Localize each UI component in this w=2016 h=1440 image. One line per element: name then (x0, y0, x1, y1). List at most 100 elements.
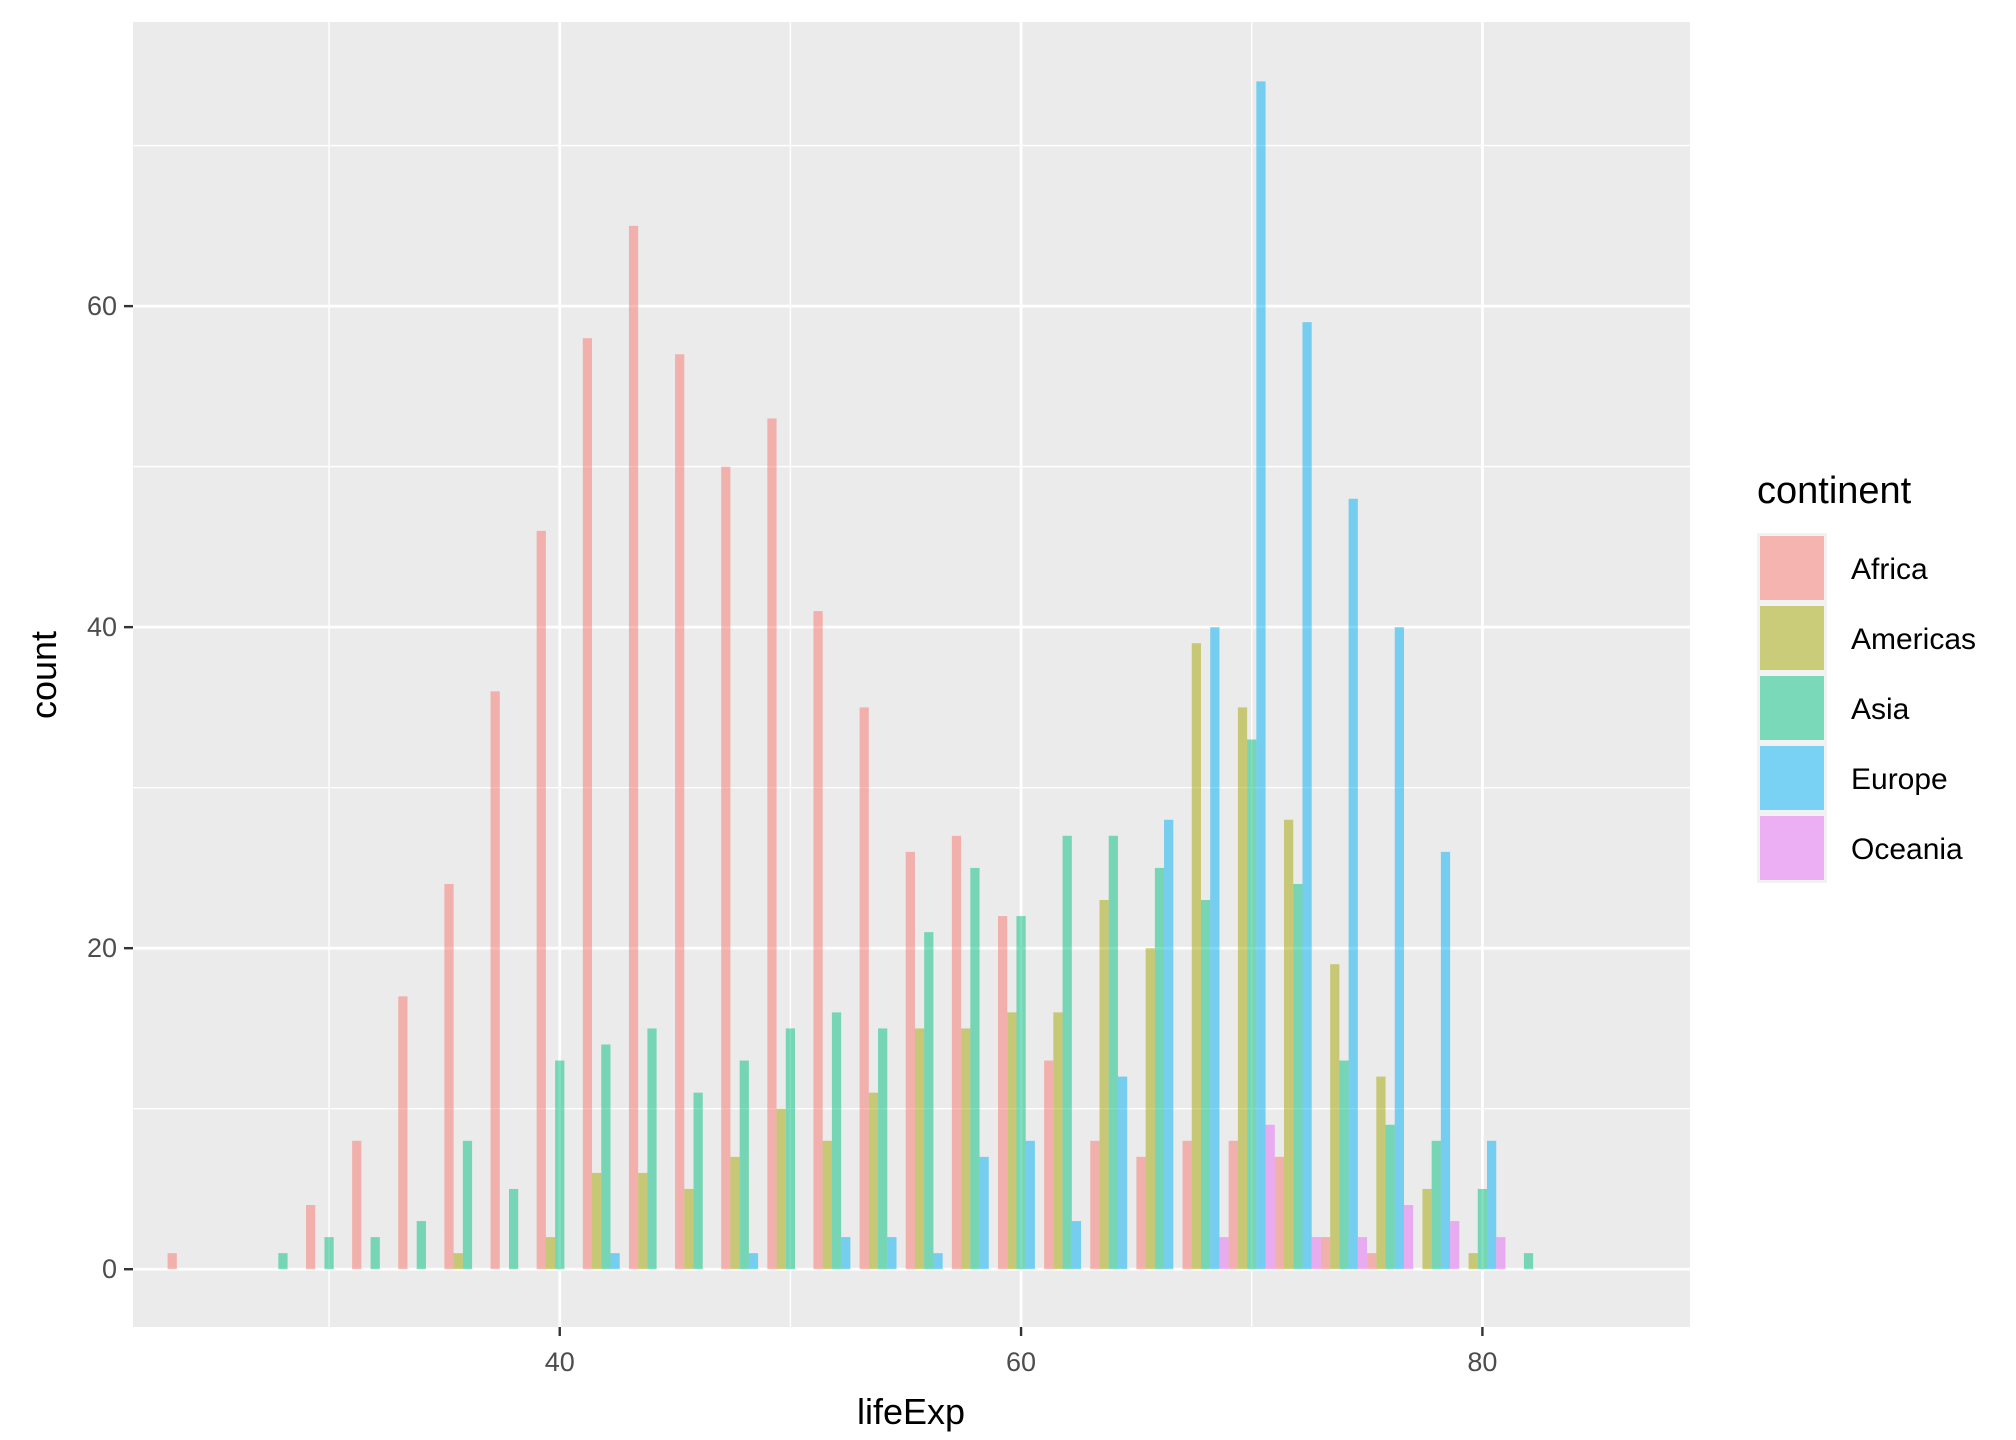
bar-asia (324, 1237, 334, 1270)
bar-europe (887, 1237, 897, 1270)
bar-asia (1016, 916, 1026, 1270)
bar-asia (462, 1140, 473, 1270)
bar-americas (1468, 1253, 1478, 1270)
y-axis-title: count (23, 631, 64, 719)
bar-africa (1090, 1140, 1100, 1270)
bar-americas (684, 1188, 694, 1270)
bar-africa (582, 338, 593, 1270)
bar-oceania (1403, 1205, 1414, 1270)
y-tick-label: 0 (102, 1254, 117, 1284)
bar-asia (831, 1012, 842, 1270)
bar-americas (961, 1028, 971, 1270)
bar-asia (278, 1253, 288, 1270)
bar-asia (1154, 867, 1165, 1270)
bar-asia (370, 1237, 380, 1270)
y-tick-label: 20 (87, 933, 117, 963)
bar-europe (610, 1253, 620, 1270)
bar-asia (970, 867, 980, 1270)
bar-asia (1247, 739, 1257, 1270)
bar-asia (693, 1092, 703, 1270)
bar-americas (822, 1140, 832, 1270)
bar-europe (1487, 1140, 1497, 1270)
bar-africa (352, 1140, 362, 1270)
bar-americas (1007, 1012, 1017, 1270)
bar-oceania (1496, 1237, 1506, 1270)
bar-asia (1523, 1253, 1534, 1270)
bar-asia (739, 1060, 749, 1270)
bar-europe (979, 1156, 989, 1270)
x-axis-title: lifeExp (857, 1391, 965, 1432)
legend-label-africa: Africa (1851, 553, 1928, 586)
bar-oceania (1219, 1237, 1229, 1270)
x-tick-label: 60 (1006, 1347, 1036, 1377)
bar-asia (1431, 1140, 1441, 1270)
bar-asia (924, 932, 934, 1270)
bar-americas (776, 1108, 786, 1270)
bar-africa (1228, 1140, 1238, 1270)
bar-asia (1062, 835, 1072, 1270)
bar-asia (1477, 1188, 1488, 1270)
bar-africa (306, 1205, 316, 1270)
y-tick-label: 60 (87, 291, 117, 321)
bar-americas (1191, 643, 1201, 1270)
bar-asia (1200, 900, 1211, 1270)
bar-americas (1145, 948, 1155, 1270)
bar-asia (878, 1028, 888, 1270)
bar-africa (951, 835, 962, 1270)
bar-europe (1394, 627, 1404, 1270)
bar-americas (1422, 1188, 1432, 1270)
bar-africa (628, 225, 639, 1270)
bar-oceania (1311, 1237, 1321, 1270)
bar-americas (868, 1092, 879, 1270)
legend-title: continent (1757, 470, 1912, 512)
bar-americas (638, 1172, 648, 1270)
bar-oceania (1450, 1221, 1460, 1270)
bar-africa (905, 851, 915, 1270)
bar-americas (453, 1253, 463, 1270)
bar-africa (1182, 1140, 1192, 1270)
bar-americas (1237, 707, 1248, 1270)
bar-africa (1367, 1253, 1377, 1270)
bar-europe (1164, 819, 1174, 1270)
bar-africa (398, 996, 408, 1270)
bar-europe (1348, 498, 1358, 1270)
legend-swatch-americas (1760, 606, 1824, 670)
bar-europe (1025, 1140, 1035, 1270)
bar-europe (1210, 627, 1220, 1270)
bar-americas (592, 1172, 602, 1270)
bar-africa (813, 611, 823, 1270)
bar-europe (841, 1237, 851, 1270)
bar-oceania (1265, 1124, 1275, 1270)
bar-americas (545, 1237, 556, 1270)
legend-swatch-oceania (1760, 816, 1824, 880)
bar-africa (444, 883, 454, 1270)
bar-asia (1385, 1124, 1395, 1270)
legend-label-oceania: Oceania (1851, 833, 1963, 866)
legend-swatch-africa (1760, 536, 1824, 600)
bar-africa (675, 354, 685, 1270)
bar-africa (536, 530, 546, 1270)
x-axis-ticks: 40 60 80 (545, 1327, 1497, 1377)
bar-africa (1044, 1060, 1054, 1270)
bar-americas (730, 1156, 740, 1270)
bar-asia (1339, 1060, 1349, 1270)
bar-americas (914, 1028, 925, 1270)
bar-africa (1274, 1156, 1285, 1270)
bar-europe (1256, 81, 1266, 1270)
bar-americas (1053, 1012, 1063, 1270)
bar-europe (1071, 1221, 1082, 1270)
bar-europe (1302, 322, 1312, 1270)
bar-africa (998, 916, 1008, 1270)
bar-europe (1117, 1076, 1128, 1270)
legend-swatch-europe (1760, 746, 1824, 810)
bar-africa (1136, 1156, 1146, 1270)
bar-europe (933, 1253, 943, 1270)
bar-americas (1099, 900, 1109, 1270)
legend-items: Africa Americas Asia Europe Oceania (1757, 533, 1976, 883)
bar-asia (555, 1060, 565, 1270)
bar-americas (1330, 964, 1340, 1270)
x-tick-label: 40 (545, 1347, 575, 1377)
legend-label-europe: Europe (1851, 763, 1948, 796)
bar-asia (647, 1028, 657, 1270)
